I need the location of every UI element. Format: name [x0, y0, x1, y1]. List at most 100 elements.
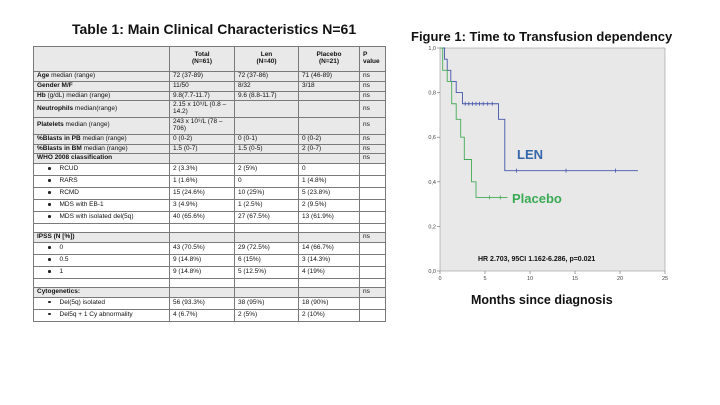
who-classification-section: WHO 2008 classification ns RCUD 2 (3.3%) 2 (…: [33, 153, 386, 234]
header-characteristic: [33, 46, 170, 72]
cell-p-value: ns: [359, 80, 386, 92]
cell-p-value: [359, 211, 386, 225]
who-row: RCMD 15 (24.6%) 10 (25%) 5 (23.8%): [33, 187, 386, 201]
cell-placebo: [298, 232, 360, 243]
cell-placebo: 3/18: [298, 80, 360, 92]
bullet-icon: [48, 203, 51, 206]
cell-placebo: 1 (4.8%): [298, 175, 360, 189]
series-label-placebo: Placebo: [512, 191, 562, 206]
cell-total: [169, 153, 235, 165]
cell-total: 9.8(7.7-11.7): [169, 90, 235, 102]
header-len: Len (N=40): [234, 46, 299, 72]
who-heading-row: WHO 2008 classification ns: [33, 153, 386, 165]
table-row-blasts-pb: %Blasts in PB median (range) 0 (0-2) 0 (0-…: [33, 133, 386, 145]
bullet-icon: [48, 300, 51, 304]
cell-total: 2 (3.3%): [169, 163, 235, 177]
cell-placebo: 2 (9.5%): [298, 199, 360, 213]
cell-p-value: [359, 308, 386, 322]
cell-p-value: [359, 163, 386, 177]
bullet-icon: [48, 179, 51, 182]
cell-total: [169, 286, 235, 298]
hazard-ratio-annotation: HR 2.703, 95CI 1.162-6.286, p=0.021: [478, 256, 595, 263]
figure-title: Figure 1: Time to Transfusion dependency: [411, 29, 673, 44]
bullet-icon: [48, 270, 51, 273]
cell-p-value: [359, 265, 386, 279]
header-placebo: Placebo (N=21): [298, 46, 360, 72]
table-title: Table 1: Main Clinical Characteristics N…: [72, 21, 357, 37]
cell-total: 4 (6.7%): [169, 308, 235, 322]
ipss-row: 0 43 (70.5%) 29 (72.5%) 14 (66.7%): [33, 241, 386, 255]
cell-total: 56 (93.3%): [169, 296, 235, 310]
cell-p-value: ns: [359, 117, 386, 135]
cell-len: [234, 232, 299, 243]
row-label: Hb (g/dL) median (range): [33, 90, 170, 102]
empty-cell: [234, 277, 299, 288]
cell-placebo: 71 (46-89): [298, 71, 360, 82]
x-tick-label: 25: [662, 276, 668, 282]
cyto-row: Del(5q) isolated 56 (93.3%) 38 (95%) 18 (90…: [33, 296, 386, 310]
cell-placebo: 4 (19%): [298, 265, 360, 279]
who-spacer-row: [33, 223, 386, 234]
who-item-label: MDS with isolated del(5q): [33, 211, 170, 225]
cytogenetics-section: Cytogenetics: ns Del(5q) isolated 56 (93.3%…: [33, 286, 386, 322]
cell-p-value: ns: [359, 286, 386, 298]
bullet-icon: [48, 191, 51, 194]
x-axis-title: Months since diagnosis: [471, 293, 613, 307]
cell-p-value: ns: [359, 133, 386, 145]
x-tick-label: 5: [483, 276, 486, 282]
cell-len: 1.5 (0-5): [234, 143, 299, 155]
cyto-item-label: Del5q + 1 Cy abnormality: [33, 308, 170, 322]
cell-p-value: ns: [359, 90, 386, 102]
x-tick-label: 0: [438, 276, 441, 282]
ipss-section: IPSS (N [%]) ns 0 43 (70.5%) 29 (72.5%) 14 (6…: [33, 232, 386, 288]
cell-total: [169, 232, 235, 243]
cell-p-value: [359, 175, 386, 189]
cell-len: 0: [234, 175, 299, 189]
cell-placebo: [298, 90, 360, 102]
empty-cell: [234, 223, 299, 234]
cell-placebo: [298, 100, 360, 119]
ipss-item-label: 1: [33, 265, 170, 279]
cell-p-value: ns: [359, 143, 386, 155]
cyto-item-label: Del(5q) isolated: [33, 296, 170, 310]
cell-len: 72 (37-86): [234, 71, 299, 82]
x-tick-label: 15: [572, 276, 578, 282]
table-row-gender: Gender M/F 11/50 8/32 3/18 ns: [33, 80, 386, 92]
row-label: Platelets median (range): [33, 117, 170, 135]
row-label: Gender M/F: [33, 80, 170, 92]
bullet-icon: [48, 246, 51, 249]
row-label: %Blasts in BM median (range): [33, 143, 170, 155]
cell-placebo: 2 (10%): [298, 308, 360, 322]
empty-cell: [298, 277, 360, 288]
cell-len: 1 (2.5%): [234, 199, 299, 213]
cell-total: 9 (14.8%): [169, 265, 235, 279]
who-heading: WHO 2008 classification: [33, 153, 170, 165]
cell-total: 11/50: [169, 80, 235, 92]
who-item-label: RARS: [33, 175, 170, 189]
table-row-hb: Hb (g/dL) median (range) 9.8(7.7-11.7) 9.6…: [33, 90, 386, 102]
cell-len: 8/32: [234, 80, 299, 92]
cell-total: 1 (1.6%): [169, 175, 235, 189]
who-item-label: RCMD: [33, 187, 170, 201]
table-header-row: Total (N=61) Len (N=40) Placebo (N=21) P va…: [33, 46, 386, 72]
cell-total: 2.15 x 10⁹/L (0.8 – 14.2): [169, 100, 235, 119]
cell-placebo: [298, 153, 360, 165]
bullet-icon: [48, 312, 51, 316]
cell-len: 6 (15%): [234, 253, 299, 267]
cell-placebo: 0: [298, 163, 360, 177]
cell-placebo: 13 (61.9%): [298, 211, 360, 225]
cell-placebo: [298, 286, 360, 298]
cell-len: 5 (12.5%): [234, 265, 299, 279]
y-tick-label: 0,6: [428, 135, 436, 141]
cell-total: 43 (70.5%): [169, 241, 235, 255]
cell-total: 243 x 10⁹/L (78 – 706): [169, 117, 235, 135]
ipss-heading-row: IPSS (N [%]) ns: [33, 232, 386, 243]
cell-total: 40 (65.6%): [169, 211, 235, 225]
cell-p-value: ns: [359, 153, 386, 165]
cell-placebo: 18 (90%): [298, 296, 360, 310]
y-tick-label: 0,0: [428, 269, 436, 275]
cell-placebo: 0 (0-2): [298, 133, 360, 145]
cyto-heading-row: Cytogenetics: ns: [33, 286, 386, 298]
series-line-len: [440, 47, 638, 172]
